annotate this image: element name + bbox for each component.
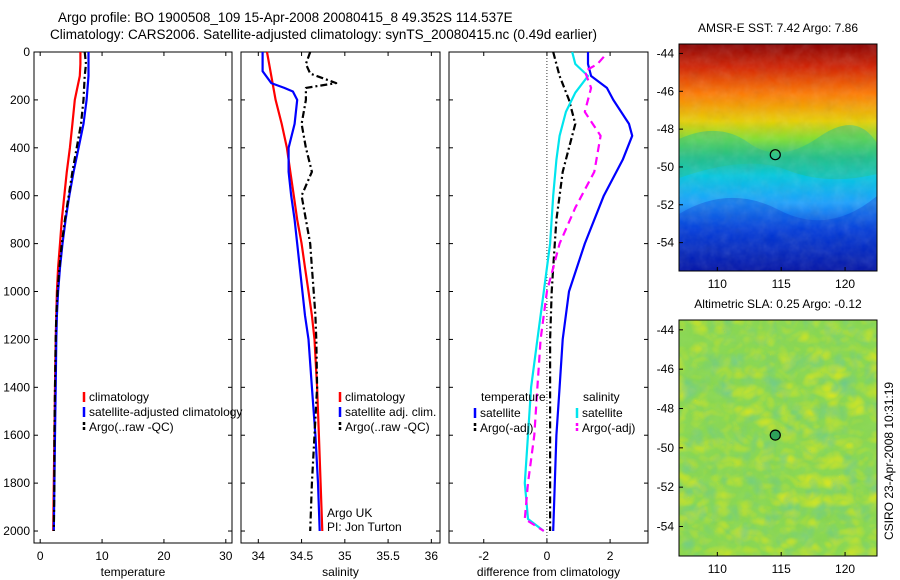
panel-salinity: 34 34.5 35 35.5 36 salinity climatologysatelli…	[240, 51, 441, 579]
x-tick-label: -2	[478, 549, 489, 563]
y-tick-label: 2000	[3, 524, 30, 538]
map-sla-map: -44 -46 -48 -50 -52 -54 110 115 120 Altimetric SL…	[657, 297, 878, 576]
x-tick-label: 2	[607, 549, 614, 563]
y-tick-label: -50	[657, 160, 675, 174]
y-tick-label: 1800	[3, 476, 30, 490]
x-tick-label: 34.5	[290, 549, 314, 563]
x-tick-label: 35.5	[376, 549, 400, 563]
map-frame	[678, 43, 878, 272]
legend-entry-temperature-label: Argo(-adj)	[480, 421, 533, 435]
x-tick-label: 115	[772, 562, 791, 576]
x-tick-label: 120	[835, 277, 855, 291]
plot-frame	[448, 51, 649, 544]
y-tick-label: 800	[10, 237, 30, 251]
heatmap-field	[679, 320, 877, 556]
y-tick-label: -46	[657, 362, 675, 376]
legend-entry-label: climatology	[89, 390, 149, 404]
panel-difference: -2 0 2 difference from climatology temperatu…	[448, 51, 649, 579]
x-tick-label: 120	[835, 562, 855, 576]
x-axis-label: temperature	[101, 565, 166, 579]
x-tick-label: 115	[772, 277, 791, 291]
chart-title-line1: Argo profile: BO 1900508_109 15-Apr-2008…	[58, 10, 513, 25]
x-tick-label: 36	[425, 549, 439, 563]
legend-title-salinity: salinity	[583, 390, 620, 404]
y-tick-label: -46	[657, 84, 675, 98]
x-tick-label: 0	[37, 549, 44, 563]
x-tick-label: 110	[708, 277, 727, 291]
legend-entry-label: climatology	[345, 390, 405, 404]
y-tick-label: 400	[10, 141, 30, 155]
sst-texture	[679, 44, 877, 271]
annotation-text: Argo UK	[327, 506, 372, 520]
argo-float-marker	[769, 429, 781, 441]
series-line	[548, 51, 577, 531]
series-line	[523, 51, 590, 532]
y-tick-label: -54	[657, 520, 675, 534]
y-tick-label: 1000	[3, 285, 30, 299]
x-tick-label: 110	[708, 562, 727, 576]
legend-entry-temperature-label: satellite	[480, 406, 521, 420]
map-title: Altimetric SLA: 0.25 Argo: -0.12	[694, 297, 862, 311]
legend-entry-salinity-label: satellite	[582, 406, 623, 420]
series-line	[523, 56, 605, 532]
y-tick-label: 0	[23, 45, 30, 59]
map-frame	[678, 319, 878, 557]
y-tick-label: 200	[10, 93, 30, 107]
legend-entry-label: satellite adj. clim.	[345, 405, 436, 419]
legend-entry-salinity-label: Argo(-adj)	[582, 421, 635, 435]
y-tick-label: 1200	[3, 332, 30, 346]
x-tick-label: 20	[157, 549, 171, 563]
y-tick-label: -44	[657, 323, 675, 337]
map-title: AMSR-E SST: 7.42 Argo: 7.86	[698, 21, 858, 35]
argo-float-marker	[769, 149, 781, 161]
series-line	[261, 52, 321, 532]
y-tick-label: -52	[657, 198, 675, 212]
y-tick-label: -54	[657, 236, 675, 250]
plot-frame	[240, 51, 441, 544]
legend-entry-label: Argo(..raw -QC)	[345, 420, 430, 434]
panel-temperature: 0 10 20 30 0 200 400 600 800 1000 1200 1400 1600 1800…	[3, 45, 242, 579]
series-line	[52, 52, 90, 532]
series-line	[552, 52, 634, 532]
series-line	[300, 51, 338, 532]
legend-entry-label: Argo(..raw -QC)	[89, 420, 174, 434]
y-tick-label: 600	[10, 189, 30, 203]
y-tick-label: -50	[657, 441, 675, 455]
legend-title-temperature: temperature	[481, 390, 546, 404]
chart-title-line2: Climatology: CARS2006. Satellite-adjuste…	[50, 27, 598, 42]
plot-frame	[33, 51, 233, 544]
x-tick-label: 0	[544, 549, 551, 563]
map-sst-map: -44 -46 -48 -50 -52 -54 110 115 120 AMSR-E SST: 7…	[657, 21, 878, 291]
series-line	[52, 51, 88, 532]
x-axis-label: difference from climatology	[477, 565, 620, 579]
x-axis-label: salinity	[322, 565, 359, 579]
y-tick-label: -48	[657, 122, 675, 136]
y-tick-label: 1400	[3, 380, 30, 394]
y-tick-label: -44	[657, 46, 675, 60]
legend-entry-label: satellite-adjusted climatology	[89, 405, 242, 419]
y-tick-label: -48	[657, 402, 675, 416]
x-tick-label: 34	[252, 549, 266, 563]
y-tick-label: 1600	[3, 428, 30, 442]
x-tick-label: 10	[95, 549, 109, 563]
annotation-text: PI: Jon Turton	[327, 520, 402, 534]
x-tick-label: 35	[338, 549, 352, 563]
x-tick-label: 30	[219, 549, 233, 563]
y-tick-label: -52	[657, 480, 675, 494]
heatmap-field	[679, 44, 877, 271]
